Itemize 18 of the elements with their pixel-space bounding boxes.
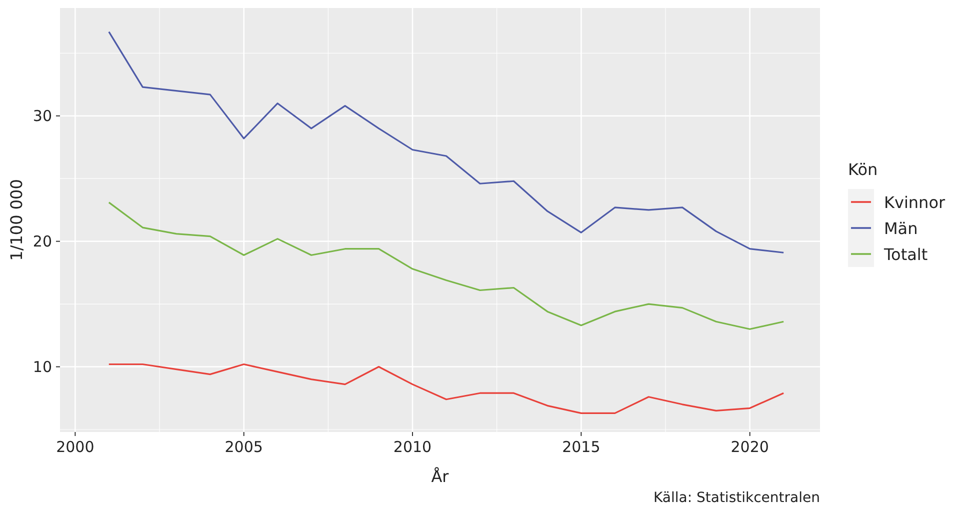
legend-label: Totalt	[883, 245, 928, 264]
y-tick-label: 30	[32, 106, 52, 125]
x-tick-label: 2005	[224, 438, 263, 456]
legend-label: Kvinnor	[884, 193, 946, 212]
x-tick-label: 2010	[393, 438, 432, 456]
x-tick-label: 2000	[56, 438, 94, 456]
y-axis-title: 1/100 000	[7, 179, 26, 261]
x-tick-label: 2020	[730, 438, 769, 456]
x-tick-label: 2015	[562, 438, 600, 456]
y-tick-label: 10	[32, 358, 52, 376]
line-series	[108, 363, 784, 414]
line-series	[108, 31, 784, 254]
x-axis-title: År	[431, 467, 450, 486]
legend-label: Män	[884, 219, 918, 238]
y-tick-label: 20	[32, 232, 52, 250]
line-series	[108, 202, 784, 330]
text: Källa: Statistikcentralen	[653, 490, 820, 506]
legend-title: Kön	[848, 160, 878, 179]
